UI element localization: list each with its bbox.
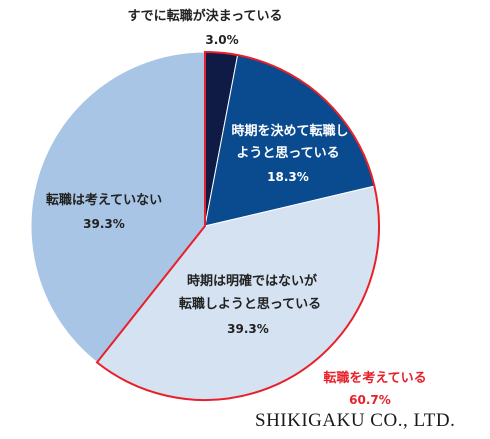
- group-label: 転職を考えている: [323, 370, 426, 386]
- slice-label-timed-line2: ようと思っている: [236, 146, 339, 161]
- slice-value-timed: 18.3%: [267, 170, 309, 184]
- slice-label-not-considering: 転職は考えていない: [46, 192, 162, 208]
- company-brand: SHIKIGAKU CO., LTD.: [255, 410, 456, 431]
- slice-label-unclear-line1: 時期は明確ではないが: [187, 273, 317, 289]
- slice-label-decided: すでに転職が決まっている: [128, 8, 283, 24]
- slice-label-unclear-line2: 転職しようと思っている: [179, 296, 321, 312]
- slice-value-unclear: 39.3%: [227, 322, 269, 336]
- slice-value-not-considering: 39.3%: [83, 217, 125, 231]
- group-outline: [95, 50, 380, 401]
- slice-not-considering: [30, 51, 206, 364]
- slice-label-timed-line1: 時期を決めて転職し: [231, 123, 348, 139]
- group-value: 60.7%: [349, 393, 391, 407]
- slice-value-decided: 3.0%: [205, 33, 238, 47]
